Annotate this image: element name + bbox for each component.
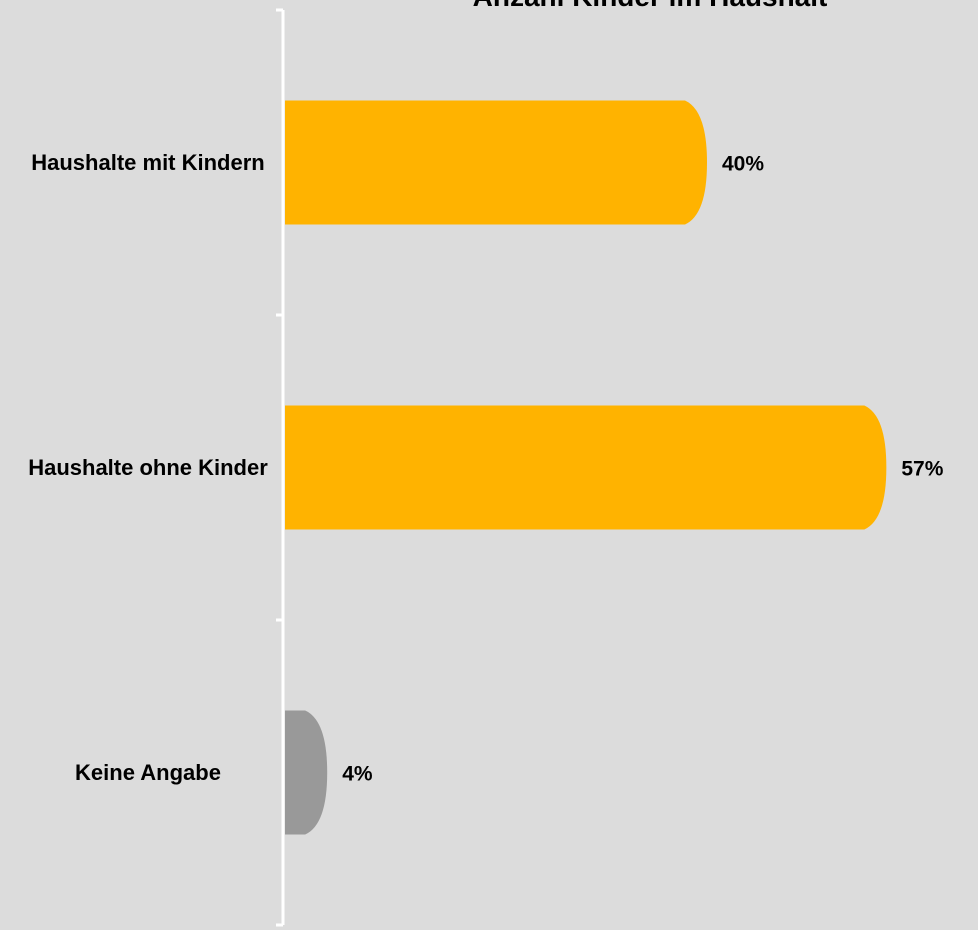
bar (285, 405, 887, 530)
category-label: Keine Angabe (75, 759, 221, 785)
category-label: Haushalte mit Kindern (31, 149, 265, 175)
value-label: 57% (901, 458, 943, 481)
chart-title: Anzahl Kinder im Haushalt (473, 0, 828, 12)
bar (285, 710, 328, 835)
bar (285, 100, 707, 225)
category-label: Haushalte ohne Kinder (28, 454, 268, 480)
value-label: 40% (722, 153, 764, 176)
value-label: 4% (342, 763, 373, 786)
